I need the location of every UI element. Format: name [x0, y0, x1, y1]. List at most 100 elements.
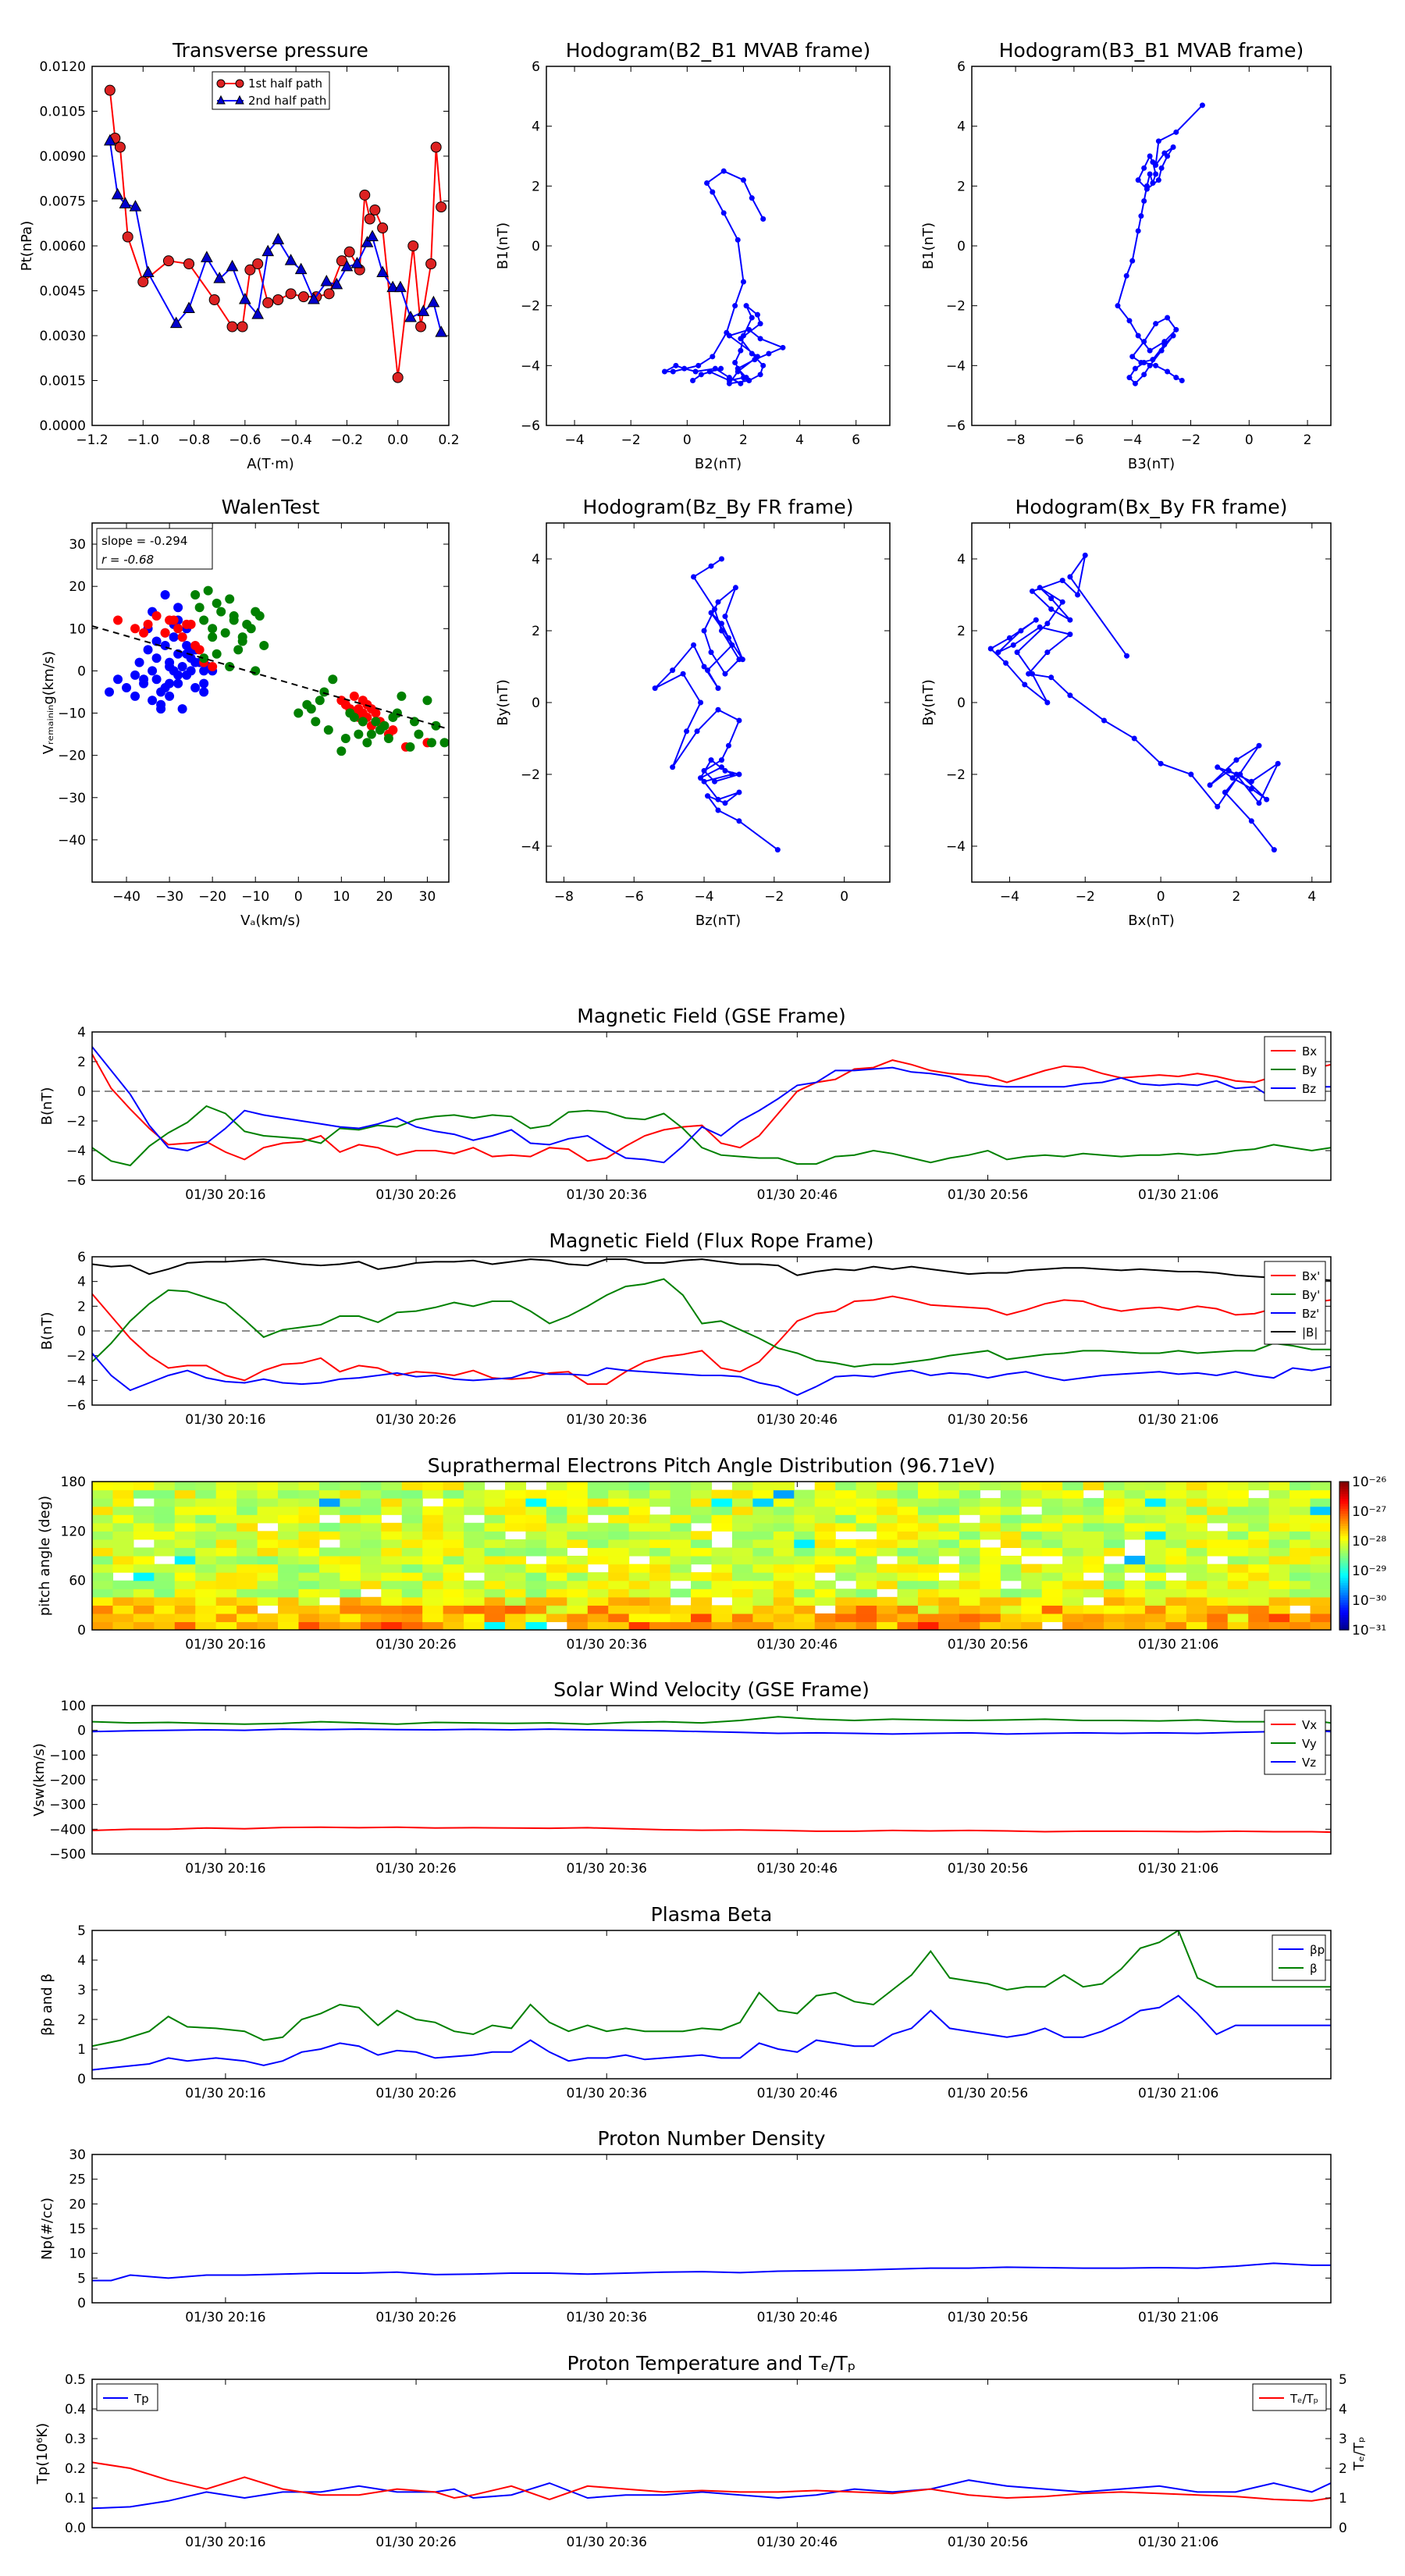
heatmap-cell	[381, 1572, 403, 1582]
heatmap-cell	[174, 1556, 196, 1565]
heatmap-cell	[814, 1589, 836, 1598]
heatmap-cell	[938, 1589, 960, 1598]
colorbar-segment	[1339, 1615, 1349, 1618]
data-point	[417, 304, 430, 316]
heatmap-cell	[525, 1522, 547, 1532]
data-point	[766, 350, 772, 357]
heatmap-cell	[174, 1572, 196, 1582]
heatmap-cell	[1062, 1564, 1084, 1573]
colorbar-segment	[1339, 1523, 1349, 1527]
heatmap-cell	[1000, 1589, 1022, 1598]
y-tick-label: 10	[69, 621, 86, 637]
data-point	[1029, 588, 1035, 594]
heatmap-cell	[959, 1531, 980, 1540]
data-point	[244, 264, 256, 276]
heatmap-cell	[1289, 1506, 1311, 1515]
heatmap-cell	[628, 1482, 650, 1491]
heatmap-cell	[174, 1489, 196, 1499]
heatmap-cell	[195, 1589, 217, 1598]
heatmap-cell	[691, 1539, 713, 1549]
data-point	[1138, 360, 1144, 365]
y-tick-label: 15	[69, 2222, 86, 2237]
x-tick-label: −1.2	[76, 432, 108, 448]
heatmap-cell	[340, 1498, 361, 1507]
data-point	[251, 308, 265, 319]
data-point	[201, 251, 213, 262]
heatmap-cell	[938, 1539, 960, 1549]
heatmap-cell	[237, 1621, 258, 1630]
heatmap-cell	[1104, 1572, 1126, 1582]
data-point-green	[354, 729, 364, 739]
data-point	[708, 757, 714, 763]
heatmap-cell	[464, 1589, 486, 1598]
data-point	[1048, 606, 1055, 612]
heatmap-cell	[505, 1547, 527, 1557]
heatmap-cell	[814, 1482, 836, 1491]
heatmap-cell	[278, 1514, 300, 1524]
data-point-green	[392, 708, 402, 718]
heatmap-cell	[731, 1605, 753, 1614]
heatmap-cell	[1289, 1539, 1311, 1549]
data-point-blue	[122, 683, 132, 693]
heatmap-cell	[525, 1580, 547, 1589]
heatmap-cell	[980, 1564, 1001, 1573]
heatmap-cell	[1310, 1547, 1331, 1557]
heatmap-cell	[340, 1613, 361, 1623]
heatmap-cell	[92, 1556, 114, 1565]
heatmap-cell	[278, 1489, 300, 1499]
data-point	[1165, 368, 1171, 375]
heatmap-cell	[1186, 1596, 1208, 1606]
heatmap-cell	[752, 1605, 774, 1614]
heatmap-cell	[215, 1489, 237, 1499]
data-point	[712, 606, 718, 612]
heatmap-cell	[649, 1531, 671, 1540]
heatmap-cell	[546, 1498, 567, 1507]
heatmap-cell	[154, 1498, 176, 1507]
heatmap-cell	[877, 1522, 898, 1532]
y-tick-label: 4	[77, 1953, 86, 1969]
heatmap-cell	[938, 1514, 960, 1524]
heatmap-cell	[154, 1596, 176, 1606]
heatmap-cell	[877, 1506, 898, 1515]
heatmap-cell	[691, 1506, 713, 1515]
heatmap-cell	[731, 1498, 753, 1507]
heatmap-cell	[587, 1522, 609, 1532]
data-point	[715, 807, 721, 813]
chart-title: Proton Temperature and Tₑ/Tₚ	[567, 2352, 856, 2375]
heatmap-cell	[938, 1547, 960, 1557]
heatmap-cell	[195, 1613, 217, 1623]
data-point	[701, 628, 707, 634]
series-line-Vx	[92, 1826, 1331, 1834]
heatmap-cell	[1062, 1522, 1084, 1532]
heatmap-cell	[1144, 1621, 1166, 1630]
chart-title: Hodogram(Bz_By FR frame)	[582, 496, 853, 518]
heatmap-cell	[525, 1498, 547, 1507]
heatmap-cell	[608, 1522, 630, 1532]
heatmap-cell	[1248, 1580, 1270, 1589]
heatmap-cell	[195, 1580, 217, 1589]
heatmap-cell	[855, 1556, 877, 1565]
colorbar-segment	[1339, 1605, 1349, 1609]
heatmap-cell	[1083, 1605, 1104, 1614]
data-point	[749, 315, 755, 321]
data-point-green	[199, 615, 209, 625]
heatmap-cell	[484, 1564, 506, 1573]
heatmap-cell	[340, 1572, 361, 1582]
heatmap-cell	[112, 1605, 134, 1614]
heatmap-cell	[464, 1613, 486, 1623]
heatmap-cell	[257, 1547, 279, 1557]
heatmap-cell	[422, 1522, 444, 1532]
heatmap-cell	[1124, 1506, 1146, 1515]
data-point	[1248, 785, 1254, 792]
y-tick-label: −4	[521, 839, 540, 855]
heatmap-cell	[422, 1514, 444, 1524]
data-point	[1153, 362, 1159, 368]
data-point-green	[414, 729, 424, 739]
plot-area	[92, 1930, 1331, 2071]
heatmap-cell	[980, 1482, 1001, 1491]
heatmap-cell	[443, 1556, 464, 1565]
y-tick-label: 20	[69, 579, 86, 595]
heatmap-cell	[1041, 1580, 1063, 1589]
y-tick-label: −4	[521, 358, 540, 374]
y-tick-label: −4	[66, 1373, 86, 1389]
